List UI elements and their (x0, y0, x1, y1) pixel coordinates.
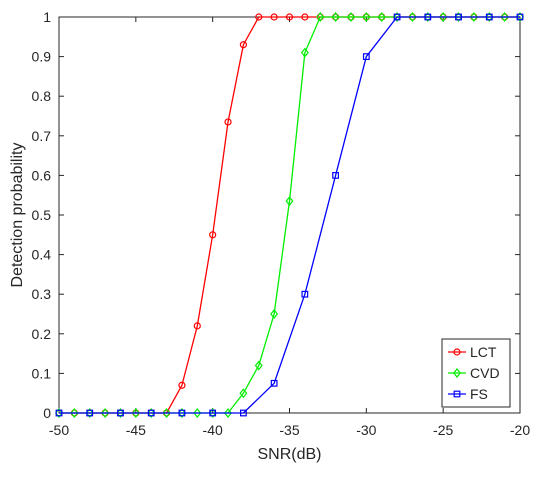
data-point-cvd (254, 360, 263, 371)
data-point-cvd (316, 12, 325, 22)
data-point-fs (393, 13, 401, 21)
x-axis-ticks: -50 -45 -40 -35 -30 -25 -20 (49, 17, 530, 438)
data-point-cvd (346, 12, 355, 22)
data-point-cvd (454, 12, 463, 22)
y-tick-label: 0.4 (32, 247, 52, 263)
legend-entry-fs: FS (448, 386, 488, 402)
data-point-cvd (70, 408, 79, 418)
data-point-cvd (485, 12, 494, 22)
legend-swatch-marker (453, 390, 461, 398)
legend-entry-lct: LCT (448, 344, 497, 360)
data-point-cvd (423, 12, 432, 22)
legend-label: LCT (470, 344, 497, 360)
y-tick-label: 0.5 (32, 207, 52, 223)
data-point-lct (193, 322, 201, 330)
y-tick-label: 0.3 (32, 286, 52, 302)
data-point-cvd (300, 47, 309, 58)
data-point-lct (270, 13, 278, 21)
x-tick-label: -20 (510, 422, 530, 438)
data-point-cvd (408, 12, 417, 22)
data-point-fs (301, 290, 309, 298)
x-tick-label: -45 (126, 422, 146, 438)
legend-label: CVD (470, 365, 500, 381)
data-point-cvd (162, 408, 171, 418)
data-point-fs (240, 409, 247, 417)
y-tick-label: 0 (43, 405, 51, 421)
series-line-fs (59, 16, 520, 414)
y-axis-title: Detection probability (9, 143, 26, 288)
data-point-lct (209, 231, 217, 239)
y-tick-label: 1 (43, 9, 51, 25)
x-tick-label: -25 (433, 422, 453, 438)
data-point-cvd (516, 12, 524, 22)
data-point-cvd (500, 12, 509, 22)
legend-swatch-marker (453, 348, 461, 356)
legend-label: FS (470, 386, 488, 402)
x-tick-label: -35 (279, 422, 299, 438)
data-point-fs (332, 172, 339, 179)
y-tick-label: 0.2 (32, 326, 52, 342)
data-point-cvd (239, 388, 248, 399)
series-fs (55, 13, 524, 417)
legend-entry-cvd: CVD (448, 365, 500, 381)
data-point-fs (178, 409, 186, 417)
data-point-cvd (85, 408, 94, 418)
y-tick-label: 0.7 (32, 128, 52, 144)
data-point-fs (424, 13, 432, 21)
data-point-cvd (393, 12, 402, 22)
data-point-fs (209, 409, 217, 417)
data-point-fs (270, 379, 278, 387)
data-point-fs (117, 409, 124, 417)
data-point-fs (86, 409, 94, 417)
data-point-fs (516, 13, 524, 21)
data-point-cvd (285, 196, 294, 207)
legend-swatch-marker (453, 368, 461, 378)
y-tick-label: 0.9 (32, 49, 52, 65)
legend: LCT CVD FS (441, 338, 511, 408)
data-point-fs (485, 13, 493, 21)
data-point-cvd (193, 408, 202, 418)
data-point-fs (455, 13, 462, 21)
data-point-cvd (377, 12, 386, 22)
data-point-cvd (270, 309, 279, 319)
data-point-cvd (208, 408, 217, 418)
x-axis-title: SNR(dB) (257, 446, 321, 463)
y-tick-label: 0.1 (32, 365, 52, 381)
data-point-cvd (131, 408, 140, 418)
data-point-lct (301, 13, 309, 21)
data-point-cvd (116, 408, 125, 418)
series-layer (55, 12, 524, 418)
data-point-fs (147, 409, 155, 417)
y-axis-ticks: 0 0.1 0.2 0.3 0.4 0.5 0.6 0.7 0.8 0.9 1 (32, 9, 520, 421)
data-point-cvd (224, 408, 233, 418)
data-point-cvd (177, 408, 186, 418)
data-point-fs (362, 53, 370, 60)
x-tick-label: -50 (49, 422, 69, 438)
data-point-cvd (55, 408, 63, 418)
data-point-cvd (469, 12, 478, 22)
x-tick-label: -40 (203, 422, 223, 438)
data-point-lct (239, 41, 247, 49)
data-point-lct (178, 381, 186, 389)
data-point-lct (255, 13, 263, 21)
data-point-cvd (147, 408, 156, 418)
data-point-lct (224, 118, 232, 126)
data-point-cvd (439, 12, 448, 22)
data-point-cvd (101, 408, 110, 418)
data-point-fs (55, 409, 63, 417)
y-tick-label: 0.6 (32, 167, 52, 183)
x-tick-label: -30 (356, 422, 376, 438)
y-tick-label: 0.8 (32, 88, 52, 104)
data-point-lct (285, 13, 294, 21)
data-point-cvd (362, 12, 371, 22)
data-point-cvd (331, 12, 340, 22)
